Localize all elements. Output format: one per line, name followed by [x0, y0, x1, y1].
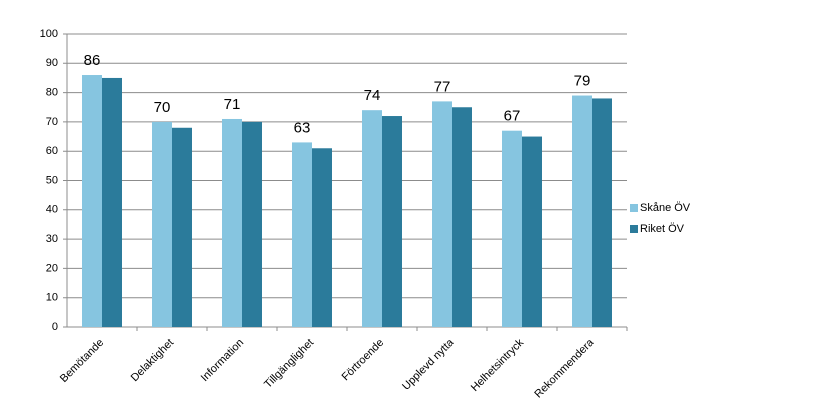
bar: [82, 75, 102, 328]
x-tick-label: Delaktighet: [129, 337, 176, 384]
data-label: 79: [574, 72, 591, 89]
y-tick-label: 20: [46, 262, 58, 274]
y-tick-label: 40: [46, 204, 58, 216]
y-tick-label: 60: [46, 145, 58, 157]
x-tick-label: Bemötande: [58, 337, 106, 385]
x-tick-label: Rekommendera: [532, 336, 596, 400]
bar: [242, 121, 262, 328]
y-tick-label: 0: [52, 321, 58, 333]
bar: [572, 95, 592, 327]
legend-swatch: [630, 225, 638, 233]
data-label: 74: [364, 87, 381, 104]
y-tick-label: 80: [46, 87, 58, 99]
x-tick-label: Helhetsintryck: [469, 336, 527, 394]
legend-label: Riket ÖV: [640, 223, 685, 235]
y-tick-label: 70: [46, 116, 58, 128]
legend-label: Skåne ÖV: [640, 202, 691, 214]
bar: [592, 98, 612, 328]
bar: [172, 127, 192, 327]
bar: [312, 148, 332, 327]
bar: [382, 116, 402, 327]
bar: [502, 130, 522, 327]
bar: [222, 118, 242, 327]
data-label: 77: [434, 78, 451, 95]
legend-swatch: [630, 204, 638, 212]
data-label: 86: [84, 52, 101, 69]
x-tick-label: Information: [199, 337, 246, 384]
data-label: 63: [294, 119, 311, 136]
data-label: 71: [224, 96, 241, 113]
data-label: 67: [504, 108, 521, 125]
x-tick-label: Upplevd nytta: [400, 336, 457, 393]
bar: [102, 77, 122, 327]
bar: [522, 136, 542, 327]
y-tick-label: 30: [46, 233, 58, 245]
y-tick-label: 100: [40, 28, 58, 40]
bar: [432, 101, 452, 327]
x-tick-label: Tillgänglighet: [262, 337, 316, 391]
data-label: 70: [154, 99, 171, 116]
y-tick-label: 10: [46, 292, 58, 304]
bar: [452, 107, 472, 327]
bar: [152, 121, 172, 328]
y-tick-label: 90: [46, 57, 58, 69]
x-tick-label: Förtroende: [340, 337, 387, 384]
bar: [362, 110, 382, 328]
bar: [292, 142, 312, 327]
y-tick-label: 50: [46, 174, 58, 186]
